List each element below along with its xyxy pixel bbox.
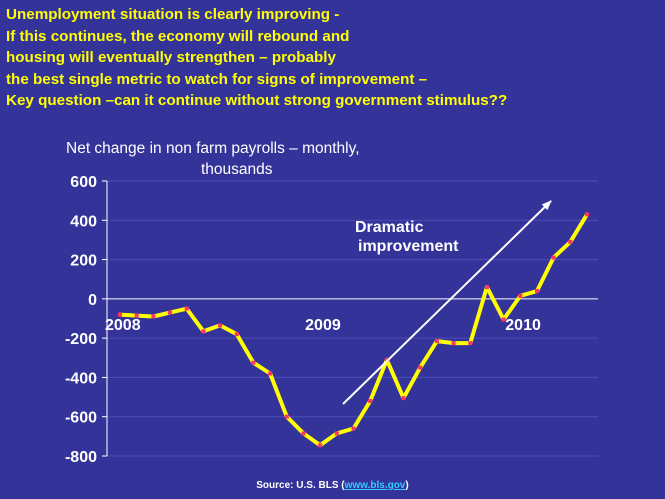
data-point: [518, 293, 523, 298]
data-point: [251, 360, 256, 365]
data-point: [484, 285, 489, 290]
annotation-line: Dramatic: [355, 219, 424, 236]
data-point: [368, 399, 373, 403]
data-point: [301, 431, 306, 436]
headline: Unemployment situation is clearly improv…: [6, 4, 661, 112]
headline-line: the best single metric to watch for sign…: [6, 70, 428, 88]
data-point: [218, 323, 223, 328]
data-point: [168, 310, 172, 315]
source-prefix: Source: U.S. BLS (: [256, 480, 345, 491]
y-tick-label: 600: [70, 174, 97, 191]
source-link[interactable]: www.bls.gov: [344, 480, 406, 491]
x-year-label: 2010: [505, 317, 541, 334]
y-tick-label: 400: [70, 213, 97, 230]
data-point: [118, 312, 122, 317]
headline-line: housing will eventually strengthen – pro…: [6, 49, 336, 66]
headline-line: Key question –can it continue without st…: [6, 92, 508, 109]
data-point: [535, 289, 539, 293]
data-point: [234, 332, 239, 337]
y-tick-label: -600: [65, 410, 97, 427]
y-tick-labels: 600 400 200 0 -200 -400 -600 -800: [65, 174, 97, 466]
data-point: [501, 317, 506, 322]
headline-line: Unemployment situation is clearly improv…: [6, 6, 340, 23]
data-point: [318, 443, 323, 448]
data-point: [134, 313, 139, 318]
data-point: [284, 414, 289, 419]
x-year-label: 2008: [105, 317, 141, 334]
data-point: [468, 341, 473, 346]
data-point: [268, 371, 273, 376]
data-point: [585, 212, 589, 217]
x-year-label: 2009: [305, 317, 341, 334]
y-tick-label: 0: [88, 292, 97, 309]
data-point: [151, 314, 156, 319]
gridlines: [107, 180, 598, 457]
source-suffix: ): [405, 480, 409, 491]
chart-title-line: thousands: [201, 161, 273, 178]
trend-arrow: [342, 200, 552, 405]
y-tick-label: -800: [65, 449, 97, 466]
annotation-line: improvement: [358, 238, 459, 255]
data-point: [451, 341, 456, 346]
data-point: [551, 255, 556, 260]
source-note: Source: U.S. BLS (www.bls.gov): [0, 480, 665, 491]
data-point: [334, 431, 339, 436]
headline-line: If this continues, the economy will rebo…: [6, 27, 350, 45]
data-point: [351, 426, 356, 431]
data-point: [568, 239, 573, 244]
y-tick-label: -400: [65, 370, 97, 387]
year-labels: 2008 2009 2010: [105, 317, 541, 334]
data-point: [418, 365, 423, 370]
y-tick-label: 200: [70, 253, 97, 270]
data-point: [434, 339, 439, 344]
data-point: [184, 306, 189, 311]
chart-title: Net change in non farm payrolls – monthl…: [66, 138, 446, 180]
data-point: [401, 396, 406, 401]
data-points: [118, 212, 589, 448]
chart-title-line: Net change in non farm payrolls – monthl…: [66, 140, 360, 157]
y-tick-label: -200: [65, 331, 97, 348]
data-point: [201, 329, 206, 334]
